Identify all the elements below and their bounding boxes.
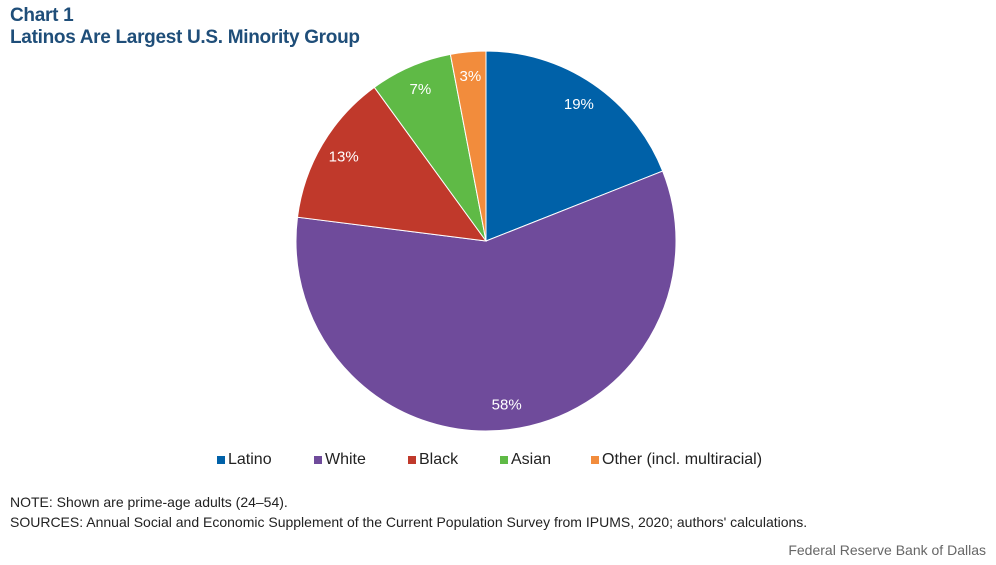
data-label-other: 3% — [460, 68, 482, 85]
source-credit: Federal Reserve Bank of Dallas — [788, 542, 986, 558]
chart-sources: SOURCES: Annual Social and Economic Supp… — [10, 514, 808, 530]
chart-note: NOTE: Shown are prime-age adults (24–54)… — [10, 494, 288, 510]
chart-title: Latinos Are Largest U.S. Minority Group — [10, 27, 360, 48]
legend-label-latino: Latino — [228, 451, 272, 468]
data-label-black: 13% — [329, 148, 359, 165]
pie-slice-other — [449, 50, 487, 242]
data-label-white: 58% — [492, 397, 522, 414]
legend-label-black: Black — [419, 451, 459, 468]
legend-label-asian: Asian — [511, 451, 552, 468]
legend-swatch-other — [591, 456, 599, 464]
legend: Latino White Black Asian Other (incl. mu… — [0, 449, 996, 471]
legend-swatch-latino — [217, 456, 225, 464]
chart-number: Chart 1 — [10, 5, 74, 26]
data-label-latino: 19% — [564, 96, 594, 113]
legend-label-other: Other (incl. multiracial) — [602, 451, 763, 468]
legend-swatch-asian — [500, 456, 508, 464]
data-label-asian: 7% — [410, 81, 432, 98]
legend-swatch-black — [408, 456, 416, 464]
pie-chart: 19% 58% 13% 7% 3% — [295, 50, 677, 432]
pie-slice-black — [296, 86, 488, 242]
legend-swatch-white — [314, 456, 322, 464]
pie-slice-white — [295, 170, 677, 432]
pie-slice-latino — [485, 50, 664, 242]
legend-label-white: White — [325, 451, 366, 468]
